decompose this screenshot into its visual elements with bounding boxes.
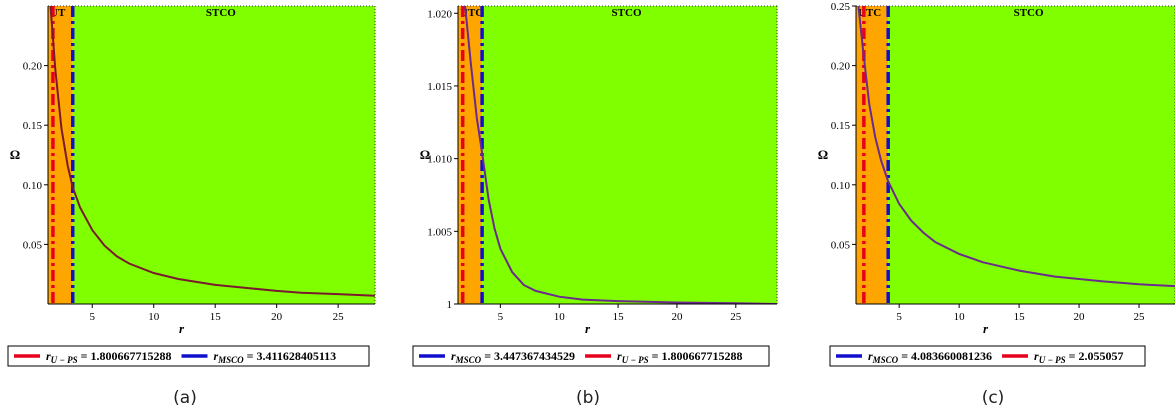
- x-tick-label: 25: [730, 311, 742, 323]
- legend-value: = 3.411628405113: [244, 349, 337, 363]
- x-tick-label: 25: [333, 311, 345, 323]
- legend: rU − PS = 1.800667715288 rMSCO = 3.411628…: [7, 345, 370, 367]
- x-tick-label: 15: [1014, 311, 1026, 323]
- legend-value: = 3.447367434529: [481, 349, 575, 363]
- legend-symbol: r: [213, 349, 218, 363]
- y-tick-label: 0.15: [23, 120, 43, 132]
- legend-subscript: MSCO: [872, 355, 899, 365]
- y-tick-label: 1.005: [427, 226, 452, 238]
- region-utc: [856, 6, 889, 304]
- legend-subscript: MSCO: [455, 355, 482, 365]
- legend-entry: rMSCO = 4.083660081236: [868, 349, 992, 365]
- y-tick-label: 1.020: [427, 8, 452, 20]
- x-tick-label: 20: [1074, 311, 1086, 323]
- y-tick-label: 0.15: [831, 120, 851, 132]
- x-tick-label: 5: [90, 311, 96, 323]
- legend-value: = 2.055057: [1066, 349, 1124, 363]
- x-tick-label: 5: [896, 311, 902, 323]
- x-tick-label: 15: [613, 311, 625, 323]
- omega-curve: [464, 6, 777, 304]
- legend-entry: rMSCO = 3.447367434529: [451, 349, 575, 365]
- y-tick-label: 0.10: [23, 180, 43, 192]
- legend-value: = 4.083660081236: [898, 349, 992, 363]
- y-axis-label: Ω: [420, 147, 430, 162]
- legend-entry: rU − PS = 1.800667715288: [617, 349, 742, 365]
- legend-box: [829, 345, 1146, 367]
- legend-value: = 1.800667715288: [649, 349, 743, 363]
- region-label-utc: UTC: [858, 7, 881, 19]
- legend: rMSCO = 4.083660081236 rU − PS = 2.055057: [829, 345, 1146, 367]
- y-tick-label: 1.010: [427, 154, 452, 166]
- region-label-stco: STCO: [1014, 7, 1044, 19]
- panel-caption: (a): [173, 388, 197, 408]
- y-tick-label: 0.05: [23, 239, 43, 251]
- x-axis-label: r: [983, 321, 989, 336]
- y-axis-label: Ω: [818, 147, 828, 162]
- legend-entry: rU − PS = 1.800667715288: [46, 349, 171, 365]
- x-tick-label: 10: [148, 311, 160, 323]
- omega-curve: [857, 6, 1175, 288]
- y-tick-label: 1: [447, 299, 453, 311]
- panel-caption: (c): [982, 388, 1005, 408]
- omega-curve: [49, 6, 375, 297]
- x-tick-label: 20: [271, 311, 283, 323]
- region-label-stco: STCO: [612, 7, 642, 19]
- x-axis-label: r: [179, 321, 185, 336]
- region-stco: [72, 6, 375, 304]
- y-axis-label: Ω: [10, 147, 20, 162]
- x-tick-label: 15: [210, 311, 222, 323]
- x-tick-label: 10: [954, 311, 966, 323]
- y-tick-label: 0.20: [23, 61, 43, 73]
- legend-subscript: U − PS: [1039, 355, 1066, 365]
- legend-value: = 1.800667715288: [78, 349, 172, 363]
- legend: rMSCO = 3.447367434529 rU − PS = 1.800667…: [412, 345, 770, 367]
- y-tick-label: 0.05: [831, 239, 851, 251]
- legend-symbol: r: [868, 349, 873, 363]
- region-label-stco: STCO: [206, 7, 236, 19]
- legend-symbol: r: [617, 349, 622, 363]
- legend-entry: rU − PS = 2.055057: [1034, 349, 1123, 365]
- x-tick-label: 25: [1134, 311, 1146, 323]
- region-stco: [482, 6, 777, 304]
- x-tick-label: 5: [498, 311, 504, 323]
- legend-symbol: r: [451, 349, 456, 363]
- legend-subscript: U − PS: [51, 355, 78, 365]
- panel-caption: (b): [576, 388, 600, 408]
- y-tick-label: 0.25: [831, 1, 851, 13]
- legend-symbol: r: [1034, 349, 1039, 363]
- y-tick-label: 1.015: [427, 81, 452, 93]
- legend-entry: rMSCO = 3.411628405113: [213, 349, 336, 365]
- y-tick-label: 0.20: [831, 61, 851, 73]
- x-tick-label: 20: [671, 311, 683, 323]
- y-tick-label: 0.10: [831, 180, 851, 192]
- legend-subscript: MSCO: [217, 355, 244, 365]
- legend-symbol: r: [46, 349, 51, 363]
- x-axis-label: r: [585, 321, 591, 336]
- region-stco: [888, 6, 1175, 304]
- legend-subscript: U − PS: [622, 355, 649, 365]
- x-tick-label: 10: [554, 311, 566, 323]
